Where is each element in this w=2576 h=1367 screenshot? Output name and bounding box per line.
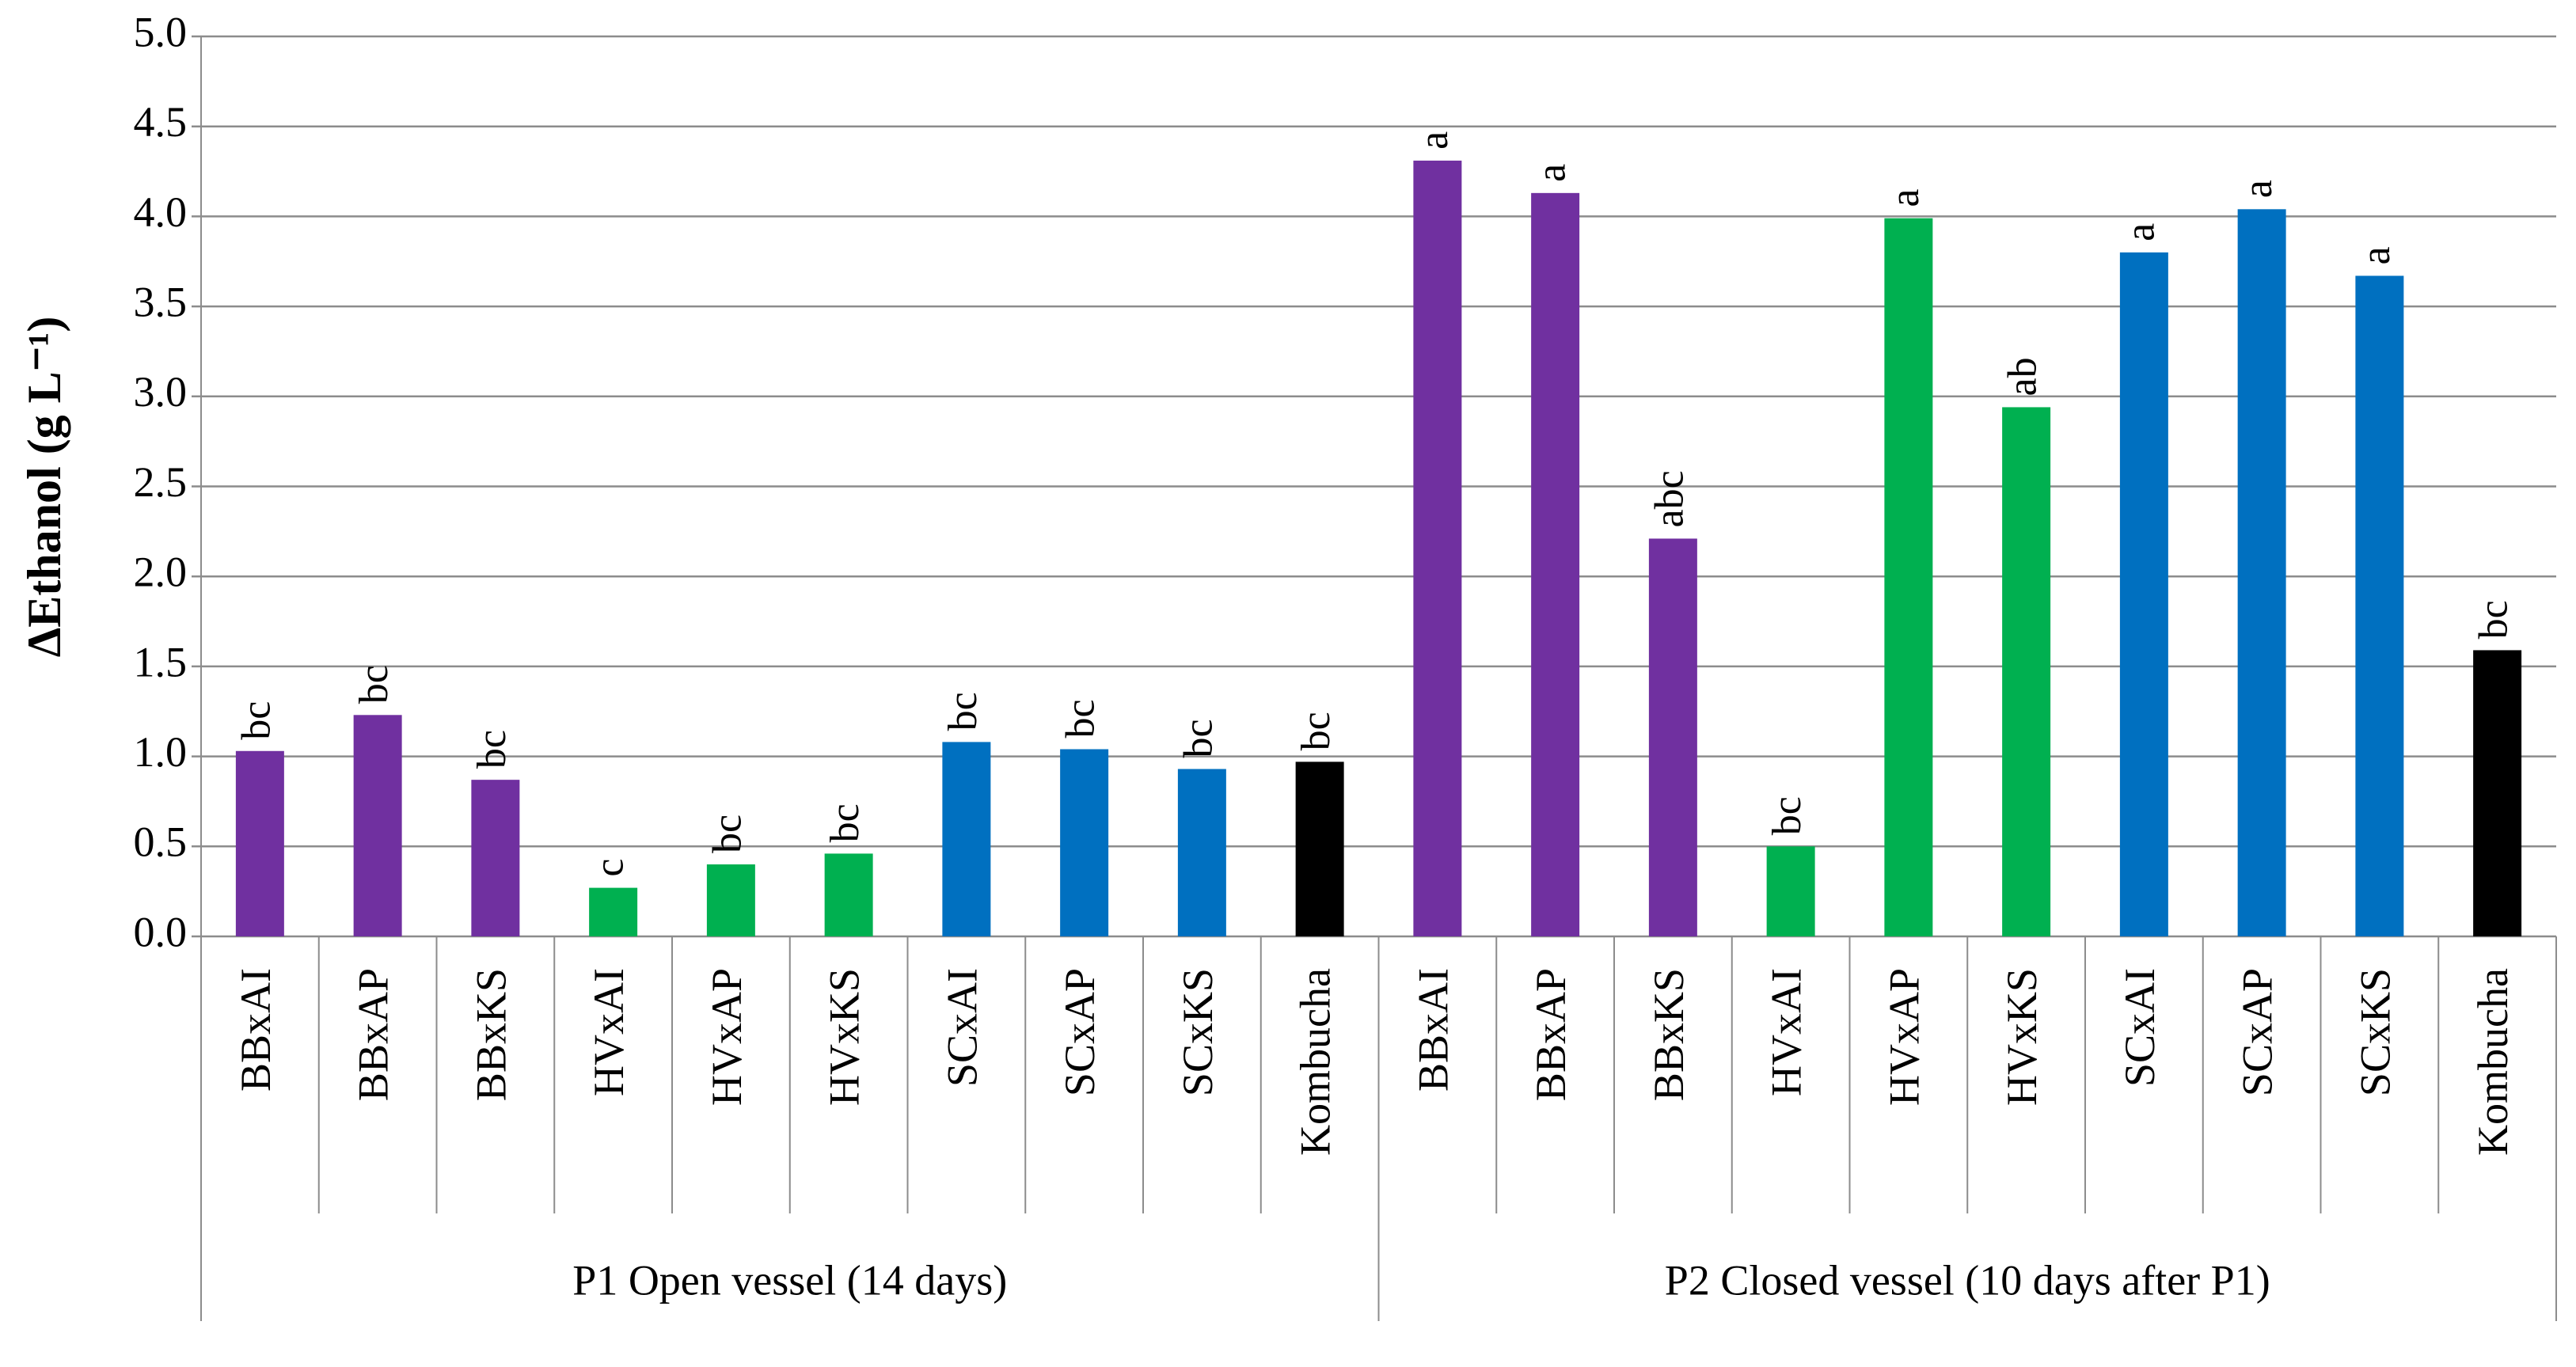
bar: [589, 887, 638, 936]
bar: [2237, 209, 2286, 937]
bar: [1766, 846, 1815, 936]
bar: [1177, 769, 1226, 936]
significance-letter: bc: [351, 665, 397, 704]
y-tick-label: 4.0: [134, 188, 188, 236]
x-tick-label: SCxAI: [2116, 968, 2164, 1087]
x-tick-label: SCxKS: [1174, 968, 1222, 1096]
x-tick-label: Kombucha: [2469, 968, 2517, 1156]
y-tick-label: 0.0: [134, 908, 188, 955]
x-tick-label: BBxKS: [467, 968, 515, 1101]
bar: [2355, 275, 2404, 936]
y-tick-label: 5.0: [134, 8, 188, 55]
y-tick-label: 4.5: [134, 98, 188, 146]
significance-letter: a: [1411, 131, 1457, 150]
y-tick-label: 3.5: [134, 278, 188, 325]
x-tick-label: Kombucha: [1292, 968, 1339, 1156]
bar: [1295, 761, 1344, 936]
bar: [2119, 252, 2168, 936]
bar: [1884, 218, 1933, 936]
significance-letter: bc: [1058, 699, 1104, 738]
x-tick-label: BBxAI: [1409, 968, 1457, 1092]
x-tick-label: BBxKS: [1645, 968, 1693, 1101]
significance-letter: bc: [1294, 712, 1339, 750]
bar: [2002, 407, 2051, 936]
significance-letter: ab: [2000, 357, 2046, 396]
bar: [824, 853, 873, 936]
bar: [1413, 160, 1462, 936]
significance-letter: bc: [2472, 600, 2517, 639]
x-tick-label: HVxKS: [1998, 968, 2046, 1106]
y-tick-label: 1.5: [134, 638, 188, 685]
significance-letter: a: [1883, 189, 1928, 207]
y-tick-label: 3.0: [134, 368, 188, 416]
y-tick-label: 2.0: [134, 549, 188, 596]
bar: [1531, 192, 1580, 936]
significance-letter: bc: [823, 803, 868, 842]
x-tick-label: SCxAI: [938, 968, 986, 1087]
x-tick-label: HVxAP: [1880, 968, 1928, 1106]
bar: [235, 750, 284, 936]
y-axis-label: ΔEthanol (g L⁻¹): [18, 317, 70, 658]
x-tick-label: HVxAI: [585, 968, 633, 1096]
group-label: P2 Closed vessel (10 days after P1): [1665, 1256, 2270, 1304]
x-tick-label: SCxAP: [2234, 968, 2282, 1096]
bar: [1060, 749, 1109, 936]
x-tick-label: BBxAP: [350, 968, 397, 1101]
significance-letter: c: [587, 859, 633, 877]
x-tick-label: BBxAI: [232, 968, 279, 1092]
significance-letter: a: [2118, 223, 2163, 241]
y-tick-label: 1.0: [134, 728, 188, 776]
bar: [706, 864, 755, 936]
significance-letter: bc: [940, 692, 986, 731]
significance-letter: bc: [1176, 719, 1221, 758]
x-tick-label: HVxAI: [1763, 968, 1810, 1096]
significance-letter: bc: [234, 701, 279, 740]
significance-letter: bc: [1765, 796, 1810, 835]
bar: [1648, 538, 1697, 936]
y-tick-label: 0.5: [134, 818, 188, 866]
significance-letter: bc: [705, 815, 750, 853]
y-tick-label: 2.5: [134, 458, 188, 506]
x-tick-label: SCxKS: [2351, 968, 2399, 1096]
bar: [2473, 650, 2522, 936]
significance-letter: a: [2354, 246, 2399, 264]
significance-letter: a: [2236, 180, 2281, 198]
x-tick-label: HVxKS: [821, 968, 868, 1106]
group-label: P1 Open vessel (14 days): [572, 1256, 1007, 1304]
x-tick-label: HVxAP: [703, 968, 750, 1106]
significance-letter: a: [1529, 164, 1575, 182]
significance-letter: bc: [469, 730, 515, 769]
bar: [353, 715, 402, 936]
x-tick-label: SCxAP: [1056, 968, 1104, 1096]
bar: [471, 780, 520, 936]
significance-letter: abc: [1647, 470, 1692, 527]
x-tick-label: BBxAP: [1527, 968, 1575, 1101]
bar: [942, 742, 991, 936]
